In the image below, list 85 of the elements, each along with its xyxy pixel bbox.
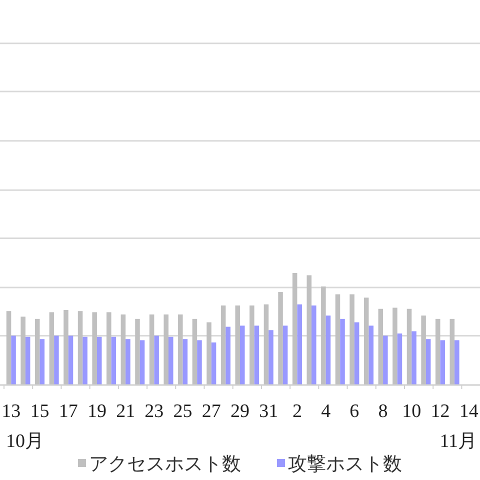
bar [421, 316, 426, 385]
bar [197, 340, 202, 385]
bar [406, 308, 412, 385]
bar [168, 336, 174, 385]
x-tick-label: 21 [116, 401, 136, 422]
bar [34, 318, 40, 385]
bar [11, 336, 16, 385]
x-tick-label: 17 [58, 401, 78, 422]
bar [92, 312, 97, 385]
x-tick-label: 29 [230, 401, 250, 422]
bar [226, 326, 230, 385]
legend-label: 攻撃ホスト数 [288, 454, 402, 475]
bar [354, 322, 360, 385]
bar [435, 318, 440, 385]
bar [278, 292, 283, 385]
bar [240, 326, 245, 385]
bar [292, 273, 298, 385]
bar [450, 318, 455, 385]
bar [268, 330, 274, 385]
x-tick-label: 12 [430, 401, 450, 422]
bar [368, 326, 374, 385]
bar [312, 305, 316, 385]
bar [182, 339, 188, 385]
x-tick-label: 27 [202, 401, 221, 422]
bar [206, 322, 212, 385]
bar [264, 304, 269, 385]
bar [397, 333, 402, 385]
bar [250, 305, 254, 385]
bar [20, 316, 26, 385]
bar [140, 340, 145, 385]
x-tick-label: 14 [459, 401, 479, 422]
x-tick-label: 13 [2, 401, 21, 422]
x-tick-label: 4 [321, 401, 332, 422]
bar [254, 326, 260, 385]
text: 11月 [440, 431, 477, 452]
bar [49, 312, 54, 385]
bar [120, 314, 126, 385]
x-tick-label: 23 [144, 401, 164, 422]
bar [326, 316, 331, 385]
bar [68, 336, 74, 385]
bar [78, 311, 83, 385]
bar [335, 294, 340, 385]
bar [412, 331, 416, 385]
bar [192, 318, 198, 385]
bar [350, 294, 354, 385]
bar [426, 339, 431, 385]
text: 10月 [6, 431, 44, 452]
x-tick-label: 31 [259, 401, 278, 422]
bar [235, 305, 240, 385]
bar [306, 275, 312, 385]
x-tick-label: 15 [30, 401, 50, 422]
bar [211, 342, 216, 385]
bar [154, 336, 159, 385]
bar [64, 310, 68, 385]
bar [297, 304, 302, 385]
bar [6, 311, 12, 385]
legend-label: アクセスホスト数 [89, 454, 241, 475]
bar [364, 298, 369, 385]
bar [106, 312, 112, 385]
bar [220, 305, 226, 385]
x-tick-label: 19 [87, 401, 106, 422]
bar [454, 340, 460, 385]
bar [54, 336, 59, 385]
bar [126, 339, 130, 385]
bar [378, 308, 384, 385]
bar [392, 308, 398, 385]
bar [111, 336, 116, 385]
bar [96, 336, 102, 385]
bar [282, 326, 288, 385]
bar [149, 314, 154, 385]
bar [82, 336, 88, 385]
bar [164, 314, 168, 385]
bar [40, 339, 45, 385]
bar [178, 314, 183, 385]
x-tick-label: 25 [173, 401, 192, 422]
x-tick-label: 8 [378, 401, 388, 422]
x-tick-label: 6 [350, 401, 360, 422]
bar [25, 336, 30, 385]
bar [440, 340, 446, 385]
x-tick-label: 2 [292, 401, 302, 422]
x-tick-label: 10 [402, 401, 422, 422]
bar [135, 318, 140, 385]
bar [383, 336, 388, 385]
bar [321, 286, 326, 385]
bar [340, 318, 345, 385]
